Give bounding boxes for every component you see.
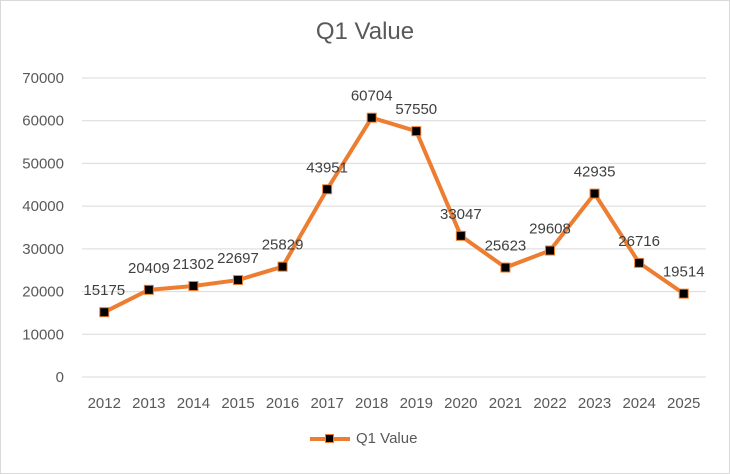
y-tick-label: 0 [56, 369, 64, 386]
y-tick-label: 60000 [22, 113, 64, 130]
y-tick-label: 30000 [22, 241, 64, 258]
x-tick-label: 2018 [355, 395, 388, 412]
data-point [500, 262, 511, 273]
x-axis-ticks: 2012 2013 2014 2015 2016 2017 2018 2019 2020 2021… [88, 395, 701, 412]
y-axis-ticks: 0 10000 20000 30000 40000 50000 60000 70000 [22, 70, 64, 386]
data-label: 43951 [306, 159, 348, 176]
data-label: 57550 [395, 101, 437, 118]
x-tick-label: 2022 [533, 395, 566, 412]
data-label: 19514 [663, 264, 705, 281]
y-tick-label: 10000 [22, 326, 64, 343]
data-label: 42935 [574, 164, 616, 181]
data-point [233, 275, 243, 286]
x-tick-label: 2017 [310, 395, 343, 412]
x-tick-label: 2025 [667, 395, 700, 412]
data-point [143, 284, 154, 295]
data-point [277, 261, 288, 272]
x-tick-label: 2012 [88, 395, 121, 412]
data-point [634, 257, 645, 268]
data-point [411, 126, 422, 137]
legend-label: Q1 Value [356, 430, 418, 447]
x-tick-label: 2024 [622, 395, 655, 412]
x-tick-label: 2015 [221, 395, 254, 412]
data-label: 22697 [217, 250, 259, 267]
legend-swatch [310, 432, 350, 446]
data-label: 21302 [173, 256, 215, 273]
data-point [99, 307, 110, 318]
data-label: 20409 [128, 260, 170, 277]
data-point [589, 188, 600, 199]
data-label: 33047 [440, 206, 482, 223]
data-label: 15175 [83, 282, 125, 299]
data-label: 25829 [262, 237, 304, 254]
legend: Q1 Value [310, 430, 417, 447]
x-tick-label: 2023 [578, 395, 611, 412]
x-tick-label: 2014 [177, 395, 210, 412]
x-tick-label: 2013 [132, 395, 165, 412]
data-label: 26716 [618, 233, 660, 250]
chart-title: Q1 Value [315, 18, 415, 45]
y-tick-label: 40000 [22, 198, 64, 215]
x-tick-label: 2016 [266, 395, 299, 412]
y-tick-label: 20000 [22, 284, 64, 301]
data-label: 25623 [485, 238, 527, 255]
data-point [678, 288, 689, 299]
x-tick-label: 2020 [444, 395, 477, 412]
data-point [322, 184, 333, 195]
data-label: 60704 [351, 88, 393, 105]
legend-marker-icon [325, 433, 334, 443]
data-point [366, 112, 377, 123]
data-point [188, 281, 199, 292]
series-line [102, 115, 686, 315]
x-tick-label: 2021 [489, 395, 522, 412]
data-point [545, 245, 555, 256]
data-label: 29608 [529, 221, 571, 238]
y-tick-label: 50000 [22, 155, 64, 172]
data-point [455, 230, 466, 241]
series-q1-value [99, 112, 689, 318]
x-tick-label: 2019 [400, 395, 433, 412]
y-tick-label: 70000 [22, 70, 64, 87]
gridlines [82, 77, 706, 378]
